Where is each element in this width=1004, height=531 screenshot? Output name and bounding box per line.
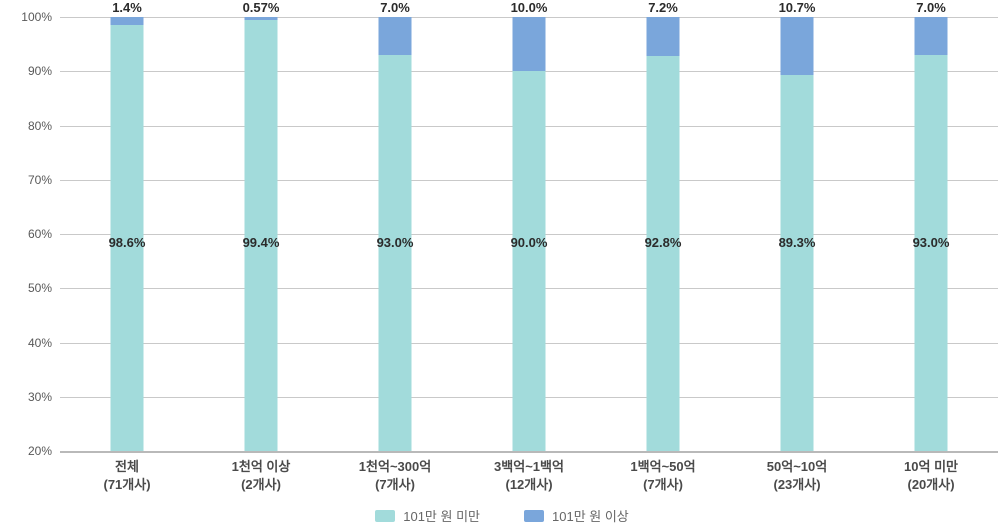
value-label-above-bar: 10.7% [778,0,816,15]
legend-label-below-101: 101만 원 미만 [403,509,480,524]
segment-below-101 [512,71,546,451]
y-axis-tick-label: 30% [27,389,52,404]
y-axis-tick-label: 50% [27,281,52,296]
value-label-inside-bar: 92.8% [644,234,682,250]
bar-column: 10.7% 89.3% 50억~10억 (23개사) [730,0,864,492]
y-axis-tick-label: 40% [27,335,52,350]
segment-above-101 [110,17,144,25]
bar-column: 10.0% 90.0% 3백억~1백억 (12개사) [462,0,596,492]
segment-below-101 [646,56,680,451]
segment-above-101 [646,17,680,57]
plot-area: 100% 90% 80% 70% 60% 50% 40% 30% 20% 1.4% 98.6% 전체 (… [21,0,998,492]
x-axis-category-label: 10억 미만 (20개사) [857,458,1004,493]
value-label-inside-bar: 98.6% [108,234,146,250]
stacked-bar [780,17,814,451]
category-name: 1백억~50억 [630,459,696,474]
legend-item-below-101: 101만 원 미만 [375,506,480,525]
y-axis-tick-label: 70% [27,172,52,187]
y-axis-tick-label: 20% [27,444,52,458]
category-count: (7개사) [375,476,415,492]
stacked-bar [646,17,680,451]
stacked-bar [512,17,546,451]
category-name: 50억~10억 [766,459,828,474]
y-axis-tick-label: 100% [21,10,52,24]
segment-below-101 [780,75,814,451]
stacked-bar [110,17,144,451]
stacked-bar [914,17,948,451]
segment-above-101 [244,17,278,21]
segment-below-101 [110,24,144,451]
category-count: (20개사) [907,476,955,492]
bar-column: 7.0% 93.0% 10억 미만 (20개사) [864,0,998,492]
legend-item-above-101: 101만 원 이상 [524,506,629,525]
x-axis-category-label: 3백억~1백억 (12개사) [455,458,602,493]
value-label-above-bar: 1.4% [112,0,142,15]
value-label-inside-bar: 93.0% [912,234,950,250]
x-axis-category-label: 1천억~300억 (7개사) [321,458,468,493]
x-axis-category-label: 전체 (71개사) [53,458,200,493]
y-axis-tick-label: 80% [27,118,52,133]
legend-swatch-teal-icon [375,509,396,522]
category-count: (71개사) [103,476,151,492]
y-axis-tick-label: 60% [27,227,52,241]
value-label-inside-bar: 93.0% [376,234,414,250]
bar-column: 1.4% 98.6% 전체 (71개사) [60,0,194,492]
bar-column: 7.0% 93.0% 1천억~300억 (7개사) [328,0,462,492]
chart-legend: 101만 원 미만 101만 원 이상 [0,506,1004,525]
x-axis-category-label: 50억~10억 (23개사) [723,458,870,493]
category-name: 1천억~300억 [358,459,432,474]
value-label-above-bar: 10.0% [510,0,548,15]
value-label-above-bar: 7.0% [916,0,946,15]
category-count: (2개사) [241,476,281,492]
x-axis-line [60,451,998,453]
segment-below-101 [378,54,412,451]
category-name: 1천억 이상 [231,459,291,474]
category-count: (23개사) [773,476,821,492]
legend-label-above-101: 101만 원 이상 [552,509,629,524]
bar-column: 7.2% 92.8% 1백억~50억 (7개사) [596,0,730,492]
segment-below-101 [914,54,948,451]
category-name: 3백억~1백억 [494,459,564,474]
category-count: (7개사) [643,476,683,492]
legend-swatch-blue-icon [524,509,544,522]
value-label-inside-bar: 99.4% [242,234,280,250]
value-label-above-bar: 7.2% [648,0,678,15]
segment-above-101 [512,17,546,72]
bar-column: 0.57% 99.4% 1천억 이상 (2개사) [194,0,328,492]
segment-above-101 [914,17,948,55]
category-name: 전체 [115,459,139,474]
value-label-inside-bar: 90.0% [510,234,548,250]
stacked-bar [378,17,412,451]
stacked-bar [244,17,278,451]
category-count: (12개사) [505,476,553,492]
value-label-inside-bar: 89.3% [778,234,816,250]
x-axis-category-label: 1천억 이상 (2개사) [187,458,334,493]
y-axis-tick-label: 90% [27,64,52,79]
x-axis-category-label: 1백억~50억 (7개사) [589,458,736,493]
segment-above-101 [780,17,814,76]
value-label-above-bar: 0.57% [242,0,280,15]
segment-below-101 [244,20,278,451]
category-name: 10억 미만 [904,459,958,474]
value-label-above-bar: 7.0% [380,0,410,15]
segment-above-101 [378,17,412,55]
